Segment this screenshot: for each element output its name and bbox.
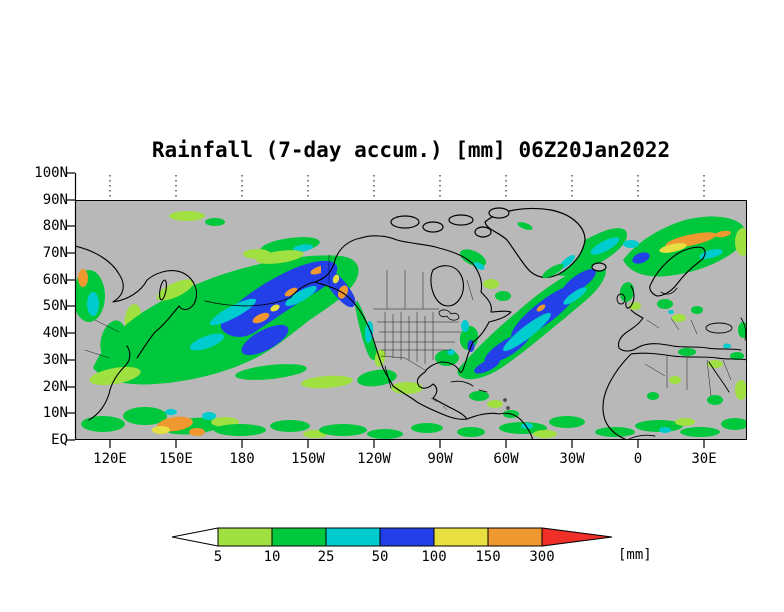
colorbar-tick-label: 100	[421, 549, 447, 565]
y-axis-tick-label: EQ	[51, 432, 68, 448]
colorbar-tick-label: 150	[475, 549, 501, 565]
x-axis-tick-label: 60W	[493, 451, 519, 467]
land-ice-masses	[390, 207, 607, 278]
colorbar-tick-label: 5	[213, 549, 223, 565]
colorbar-tick-label: 25	[317, 549, 335, 565]
y-axis-tick-label: 80N	[42, 218, 68, 234]
colorbar-segment	[325, 527, 381, 547]
x-axis-tick-label: 150E	[159, 451, 193, 467]
y-axis-tick-label: 70N	[42, 245, 68, 261]
colorbar-segment	[433, 527, 489, 547]
x-axis-tick-label: 180	[229, 451, 255, 467]
y-axis-tick-label: 20N	[42, 379, 68, 395]
colorbar-tick-label: 300	[529, 549, 555, 565]
map-plot-area	[75, 200, 747, 440]
x-axis-tick-label: 30E	[691, 451, 717, 467]
colorbar-right-arrow	[541, 527, 613, 547]
political-borders	[84, 255, 732, 411]
coastlines	[75, 235, 747, 440]
y-axis-tick-label: 90N	[42, 192, 68, 208]
greenland-landmass	[484, 207, 586, 278]
colorbar-segment	[217, 527, 273, 547]
y-axis-tick-label: 60N	[42, 272, 68, 288]
colorbar-segment	[487, 527, 543, 547]
y-axis-tick-label: 10N	[42, 405, 68, 421]
colorbar-tick-label: 10	[263, 549, 281, 565]
y-axis-tick-label: 100N	[34, 165, 68, 181]
x-axis-tick-label: 90W	[427, 451, 453, 467]
x-axis-tick-label: 120W	[357, 451, 391, 467]
colorbar-segment	[379, 527, 435, 547]
iceland-landmass	[591, 262, 607, 272]
y-axis-tick-label: 50N	[42, 298, 68, 314]
colorbar-left-arrow	[171, 527, 219, 547]
colorbar-unit-label: [mm]	[618, 547, 652, 563]
colorbar	[171, 527, 613, 547]
colorbar-tick-label: 50	[371, 549, 389, 565]
greenland-coastal-rain	[517, 222, 575, 278]
x-axis-tick-label: 120E	[93, 451, 127, 467]
x-axis-tick-label: 30W	[559, 451, 585, 467]
x-axis-tick-label: 0	[633, 451, 643, 467]
dotted-gridline-stubs	[109, 175, 705, 199]
figure-title: Rainfall (7-day accum.) [mm] 06Z20Jan202…	[151, 138, 671, 162]
colorbar-segment	[271, 527, 327, 547]
y-axis-tick-label: 30N	[42, 352, 68, 368]
y-axis-tick-label: 40N	[42, 325, 68, 341]
x-axis-tick-label: 150W	[291, 451, 325, 467]
